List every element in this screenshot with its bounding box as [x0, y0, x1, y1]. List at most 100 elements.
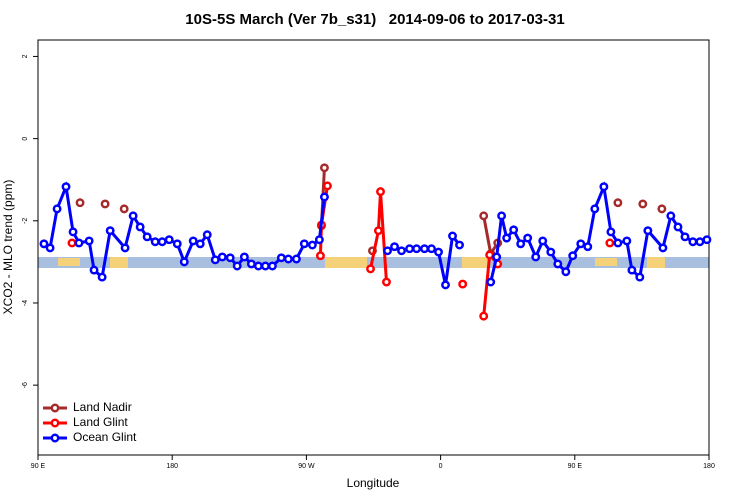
data-point: [531, 252, 541, 262]
series: [39, 181, 712, 290]
data-point: [643, 226, 653, 236]
data-point: [260, 261, 270, 271]
data-point: [412, 244, 422, 254]
map-band: [38, 257, 709, 268]
data-point: [538, 236, 548, 246]
x-tick-label: 90 E: [31, 463, 46, 470]
data-point: [202, 230, 212, 240]
data-point: [390, 242, 399, 252]
legend-swatch: [50, 403, 60, 413]
data-point: [366, 264, 375, 274]
legend-swatch: [50, 418, 60, 428]
data-point: [100, 199, 110, 209]
y-tick-label: 0: [22, 137, 29, 141]
data-point: [479, 311, 489, 321]
data-point: [599, 182, 609, 192]
land-band: [110, 257, 128, 268]
data-point: [613, 238, 623, 248]
data-point: [322, 181, 332, 191]
data-point: [568, 251, 578, 261]
data-point: [583, 242, 593, 252]
chart-title: 10S-5S March (Ver 7b_s31) 2014-09-06 to …: [185, 11, 564, 28]
data-point: [267, 261, 277, 271]
data-point: [188, 236, 198, 246]
data-point: [448, 231, 457, 241]
data-point: [485, 250, 495, 260]
data-point: [486, 277, 496, 287]
data-point: [179, 257, 189, 267]
data-point: [553, 259, 563, 269]
data-point: [673, 222, 683, 232]
data-point: [590, 204, 600, 214]
data-point: [382, 277, 391, 287]
data-point: [314, 235, 324, 245]
data-point: [613, 198, 623, 208]
data-point: [479, 211, 489, 221]
x-tick-label: 90 W: [298, 463, 315, 470]
series-line: [369, 191, 388, 283]
data-point: [702, 235, 712, 245]
data-point: [97, 272, 107, 282]
data-point: [195, 239, 205, 249]
data-point: [307, 240, 317, 250]
data-point: [52, 204, 62, 214]
land-band: [647, 257, 665, 268]
data-point: [150, 237, 160, 247]
data-point: [315, 251, 325, 261]
data-point: [291, 254, 301, 264]
data-point: [397, 246, 406, 256]
data-point: [128, 211, 138, 221]
data-point: [546, 247, 556, 257]
data-point: [135, 222, 145, 232]
data-point: [606, 227, 616, 237]
data-point: [89, 265, 99, 275]
data-point: [420, 244, 429, 254]
land-band: [462, 257, 490, 268]
data-point: [627, 265, 637, 275]
data-point: [658, 243, 668, 253]
data-point: [75, 198, 85, 208]
y-axis-label: XCO2 - MLO trend (ppm): [1, 180, 15, 315]
data-point: [246, 259, 256, 269]
data-point: [299, 239, 309, 249]
data-point: [441, 280, 450, 290]
data-point: [680, 232, 690, 242]
ocean-band: [38, 257, 709, 268]
data-point: [427, 244, 436, 254]
data-point: [376, 187, 385, 197]
data-point: [239, 252, 249, 262]
legend-swatch: [50, 433, 60, 443]
data-point: [666, 211, 676, 221]
data-point: [516, 239, 526, 249]
data-point: [120, 243, 130, 253]
x-tick-label: 0: [439, 463, 443, 470]
data-point: [61, 182, 71, 192]
land-band: [58, 258, 80, 266]
data-point: [405, 244, 415, 254]
data-point: [576, 239, 586, 249]
data-point: [67, 238, 77, 248]
data-point: [210, 255, 220, 265]
data-point: [695, 237, 705, 247]
data-point: [319, 192, 329, 202]
data-point: [455, 240, 464, 250]
data-point: [688, 237, 698, 247]
y-tick-label: -2: [22, 218, 29, 224]
legend-label: Land Nadir: [73, 400, 132, 414]
data-point: [225, 253, 235, 263]
data-point: [561, 267, 571, 277]
data-point: [142, 232, 152, 242]
data-point: [217, 252, 227, 262]
data-point: [383, 246, 392, 256]
data-point: [502, 233, 512, 243]
y-tick-label: 2: [22, 54, 29, 58]
data-point: [276, 253, 286, 263]
data-point: [497, 211, 507, 221]
data-point: [74, 238, 84, 248]
x-tick-label: 90 E: [568, 463, 583, 470]
land-band: [595, 258, 617, 266]
legend-label: Land Glint: [73, 415, 128, 429]
data-point: [492, 252, 502, 262]
